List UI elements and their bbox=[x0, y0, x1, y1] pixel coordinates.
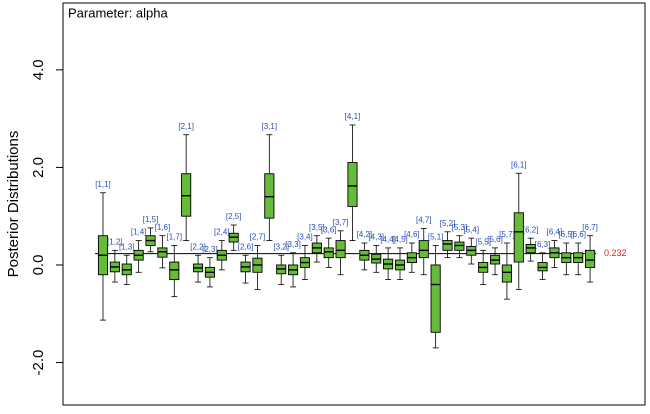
box-label: [3,7] bbox=[333, 218, 349, 227]
box-label: [2,2] bbox=[190, 242, 206, 251]
y-axis-label: Posterior Distributions bbox=[5, 131, 22, 278]
box-label: [2,3] bbox=[202, 245, 218, 254]
box bbox=[537, 262, 548, 272]
box-label: [5,5] bbox=[475, 237, 491, 246]
box bbox=[454, 241, 465, 251]
box-label: [4,2] bbox=[357, 230, 373, 239]
box-label: [5,4] bbox=[463, 225, 479, 234]
box-label: [1,5] bbox=[143, 215, 159, 224]
box bbox=[264, 173, 275, 219]
box bbox=[442, 240, 453, 251]
box-label: [6,3] bbox=[535, 240, 551, 249]
box bbox=[525, 244, 536, 254]
box bbox=[335, 240, 346, 259]
box-label: [5,6] bbox=[487, 235, 503, 244]
box bbox=[501, 264, 512, 283]
box-label: [2,5] bbox=[226, 212, 242, 221]
box-label: [3,2] bbox=[273, 242, 289, 251]
box bbox=[323, 247, 334, 259]
box-label: [2,7] bbox=[250, 233, 266, 242]
box-label: [4,4] bbox=[380, 235, 396, 244]
box-label: [1,1] bbox=[95, 180, 111, 189]
plot-frame bbox=[62, 2, 646, 406]
box-label: [6,4] bbox=[547, 228, 563, 237]
box bbox=[513, 212, 524, 263]
box-label: [1,6] bbox=[155, 223, 171, 232]
box-label: [1,7] bbox=[166, 233, 182, 242]
box bbox=[347, 162, 358, 207]
box bbox=[430, 264, 441, 333]
box-label: [4,5] bbox=[392, 235, 408, 244]
box-label: [5,3] bbox=[452, 223, 468, 232]
box-label: [6,2] bbox=[523, 225, 539, 234]
box-label: [3,1] bbox=[262, 122, 278, 131]
box-label: [5,2] bbox=[440, 219, 456, 228]
box-label: [6,7] bbox=[582, 223, 598, 232]
y-tick-label: 4.0 bbox=[30, 59, 47, 80]
box-label: [4,3] bbox=[368, 233, 384, 242]
box-label: [4,6] bbox=[404, 230, 420, 239]
box-label: [6,6] bbox=[570, 230, 586, 239]
box bbox=[181, 173, 192, 217]
box bbox=[169, 261, 180, 281]
box bbox=[585, 249, 596, 268]
chart-title: Parameter: alpha bbox=[68, 5, 168, 20]
box-label: [3,3] bbox=[285, 240, 301, 249]
box bbox=[418, 240, 429, 259]
box-label: [3,6] bbox=[321, 225, 337, 234]
box-label: [1,2] bbox=[107, 237, 123, 246]
box-label: [4,7] bbox=[416, 216, 432, 225]
box-label: [2,6] bbox=[238, 242, 254, 251]
box-label: [6,1] bbox=[511, 160, 527, 169]
box bbox=[157, 247, 168, 258]
box-label: [3,4] bbox=[297, 233, 313, 242]
box-label: [4,1] bbox=[345, 112, 361, 121]
box-label: [2,4] bbox=[214, 228, 230, 237]
box-label: [5,1] bbox=[428, 233, 444, 242]
y-tick-label: -2.0 bbox=[30, 350, 47, 376]
box-label: [1,4] bbox=[131, 228, 147, 237]
box-label: [2,1] bbox=[178, 122, 194, 131]
y-tick-label: 2.0 bbox=[30, 157, 47, 178]
box-label: [6,5] bbox=[559, 230, 575, 239]
box-label: [1,3] bbox=[119, 242, 135, 251]
reference-label: 0.232 bbox=[604, 248, 627, 258]
box-label: [5,7] bbox=[499, 230, 515, 239]
box-label: [3,5] bbox=[309, 223, 325, 232]
y-tick-label: 0.0 bbox=[30, 255, 47, 276]
